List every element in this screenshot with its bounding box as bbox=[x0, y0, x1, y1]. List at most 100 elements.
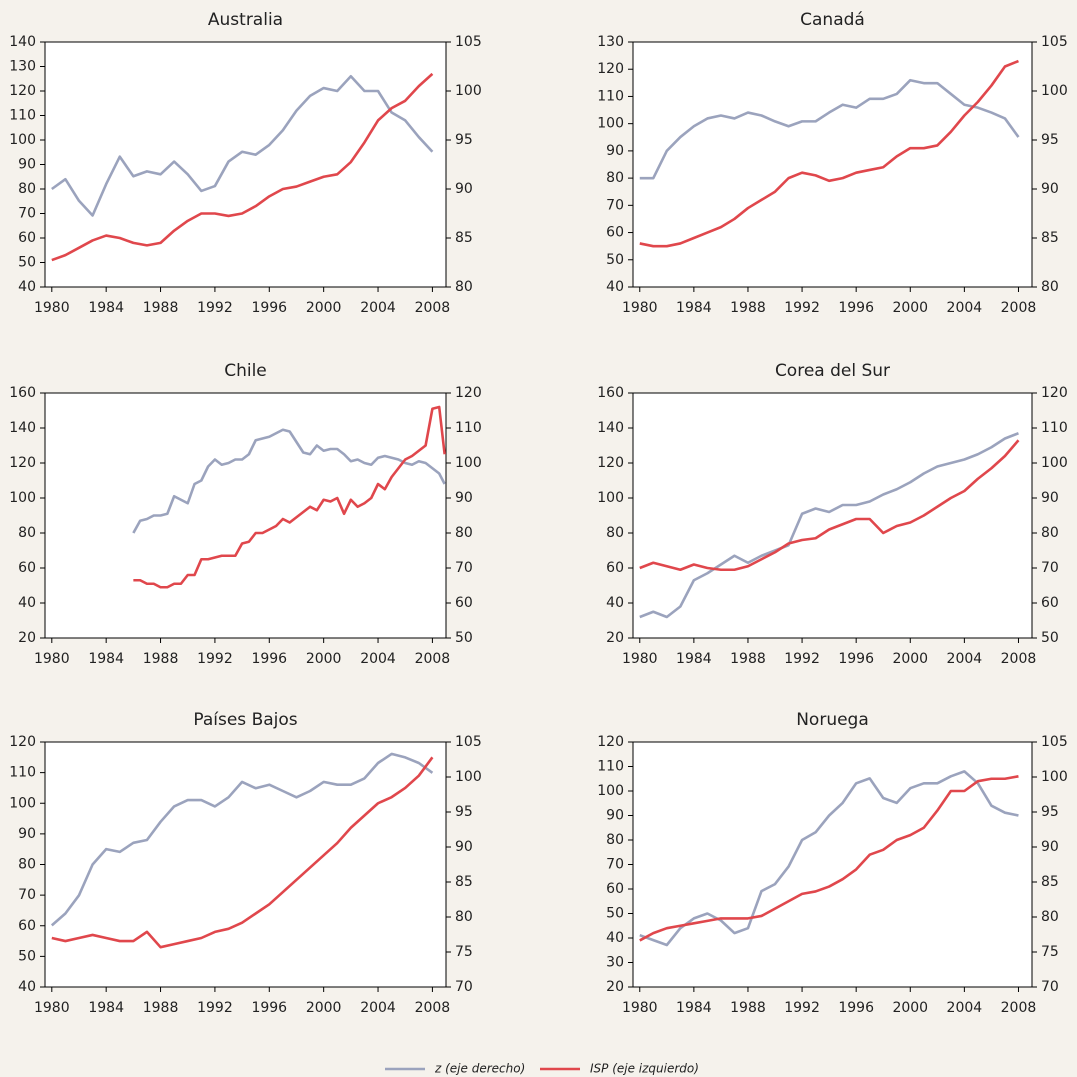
x-tick-label: 2004 bbox=[947, 300, 983, 316]
x-tick-label: 1992 bbox=[197, 300, 233, 316]
x-tick-label: 1984 bbox=[88, 300, 124, 316]
y-tick-label: 110 bbox=[597, 759, 624, 775]
y2-tick-label: 70 bbox=[1041, 979, 1059, 995]
y-tick-label: 60 bbox=[18, 560, 36, 576]
y2-tick-label: 60 bbox=[1041, 595, 1059, 611]
series-line bbox=[639, 59, 1019, 248]
y-tick-label: 100 bbox=[9, 795, 36, 811]
y-tick-label: 50 bbox=[18, 948, 36, 964]
x-tick-label: 1988 bbox=[143, 1000, 179, 1016]
y2-tick-label: 90 bbox=[1041, 181, 1059, 197]
series-line bbox=[133, 405, 446, 589]
y2-tick-label: 50 bbox=[455, 630, 473, 646]
y-tick-label: 20 bbox=[606, 979, 624, 995]
x-tick-label: 2000 bbox=[892, 300, 928, 316]
y2-tick-label: 70 bbox=[1041, 560, 1059, 576]
y-tick-label: 90 bbox=[606, 143, 624, 159]
y-tick-label: 50 bbox=[606, 906, 624, 922]
y-tick-label: 70 bbox=[18, 206, 36, 222]
legend-label: z (eje derecho) bbox=[434, 1062, 525, 1076]
y2-tick-label: 105 bbox=[455, 34, 482, 50]
x-tick-label: 2004 bbox=[360, 651, 396, 667]
x-tick-label: 1992 bbox=[784, 1000, 820, 1016]
plot-area bbox=[632, 41, 1033, 288]
y-tick-label: 120 bbox=[597, 734, 624, 750]
y2-tick-label: 90 bbox=[1041, 839, 1059, 855]
y2-tick-label: 100 bbox=[455, 83, 482, 99]
x-tick-label: 1988 bbox=[143, 651, 179, 667]
x-tick-label: 2004 bbox=[947, 1000, 983, 1016]
series-line bbox=[639, 439, 1020, 572]
x-tick-label: 2008 bbox=[1001, 300, 1037, 316]
y-tick-label: 120 bbox=[9, 734, 36, 750]
series-line bbox=[639, 775, 1019, 942]
y-tick-label: 60 bbox=[606, 225, 624, 241]
y-tick-label: 40 bbox=[606, 279, 624, 295]
y-tick-label: 50 bbox=[606, 252, 624, 268]
x-tick-label: 1988 bbox=[730, 651, 766, 667]
x-tick-label: 1992 bbox=[197, 1000, 233, 1016]
y-tick-label: 90 bbox=[606, 808, 624, 824]
y-tick-label: 100 bbox=[597, 783, 624, 799]
y-tick-label: 80 bbox=[606, 525, 624, 541]
y2-tick-label: 80 bbox=[455, 525, 473, 541]
y-tick-label: 80 bbox=[18, 857, 36, 873]
x-tick-label: 2008 bbox=[415, 300, 451, 316]
x-tick-label: 1980 bbox=[34, 300, 70, 316]
y2-tick-label: 90 bbox=[455, 181, 473, 197]
y2-tick-label: 120 bbox=[455, 385, 482, 401]
y-tick-label: 100 bbox=[597, 116, 624, 132]
x-tick-label: 2008 bbox=[415, 651, 451, 667]
x-tick-label: 2000 bbox=[892, 1000, 928, 1016]
series-line bbox=[639, 78, 1020, 180]
x-tick-label: 1980 bbox=[622, 1000, 658, 1016]
y2-tick-label: 85 bbox=[455, 874, 473, 890]
y2-tick-label: 80 bbox=[1041, 909, 1059, 925]
y2-tick-label: 95 bbox=[455, 804, 473, 820]
y2-tick-label: 80 bbox=[1041, 525, 1059, 541]
y-tick-label: 100 bbox=[9, 132, 36, 148]
x-tick-label: 1996 bbox=[838, 300, 874, 316]
x-tick-label: 1980 bbox=[622, 300, 658, 316]
y-tick-label: 80 bbox=[18, 525, 36, 541]
y2-tick-label: 100 bbox=[1041, 83, 1068, 99]
y-tick-label: 120 bbox=[9, 455, 36, 471]
y2-tick-label: 75 bbox=[1041, 944, 1059, 960]
y-tick-label: 110 bbox=[9, 108, 36, 124]
chart-title: Corea del Sur bbox=[775, 361, 890, 381]
y-tick-label: 70 bbox=[606, 197, 624, 213]
y-tick-label: 40 bbox=[18, 595, 36, 611]
y-tick-label: 130 bbox=[597, 34, 624, 50]
y2-tick-label: 70 bbox=[455, 979, 473, 995]
y-tick-label: 110 bbox=[597, 88, 624, 104]
y-tick-label: 90 bbox=[18, 157, 36, 173]
y-tick-label: 90 bbox=[18, 826, 36, 842]
plot-area bbox=[632, 392, 1033, 639]
y-tick-label: 70 bbox=[606, 857, 624, 873]
x-tick-label: 1992 bbox=[784, 300, 820, 316]
y2-tick-label: 70 bbox=[455, 560, 473, 576]
x-tick-label: 1992 bbox=[197, 651, 233, 667]
y2-tick-label: 100 bbox=[455, 455, 482, 471]
y2-tick-label: 80 bbox=[455, 909, 473, 925]
chart-title: Noruega bbox=[796, 710, 869, 730]
chart-title: Países Bajos bbox=[193, 710, 297, 730]
y2-tick-label: 120 bbox=[1041, 385, 1068, 401]
y2-tick-label: 110 bbox=[1041, 420, 1068, 436]
y-tick-label: 140 bbox=[9, 420, 36, 436]
chart-title: Australia bbox=[208, 10, 283, 30]
x-tick-label: 1984 bbox=[676, 1000, 712, 1016]
legend-label: ISP (eje izquierdo) bbox=[590, 1062, 699, 1076]
x-tick-label: 1984 bbox=[676, 300, 712, 316]
x-tick-label: 1996 bbox=[838, 1000, 874, 1016]
x-tick-label: 1984 bbox=[88, 651, 124, 667]
y-tick-label: 80 bbox=[18, 181, 36, 197]
plot-area bbox=[632, 741, 1033, 988]
x-tick-label: 2008 bbox=[1001, 651, 1037, 667]
y-tick-label: 40 bbox=[18, 979, 36, 995]
plot-area bbox=[44, 41, 447, 288]
y-tick-label: 80 bbox=[606, 170, 624, 186]
y-tick-label: 140 bbox=[597, 420, 624, 436]
x-tick-label: 1996 bbox=[838, 651, 874, 667]
